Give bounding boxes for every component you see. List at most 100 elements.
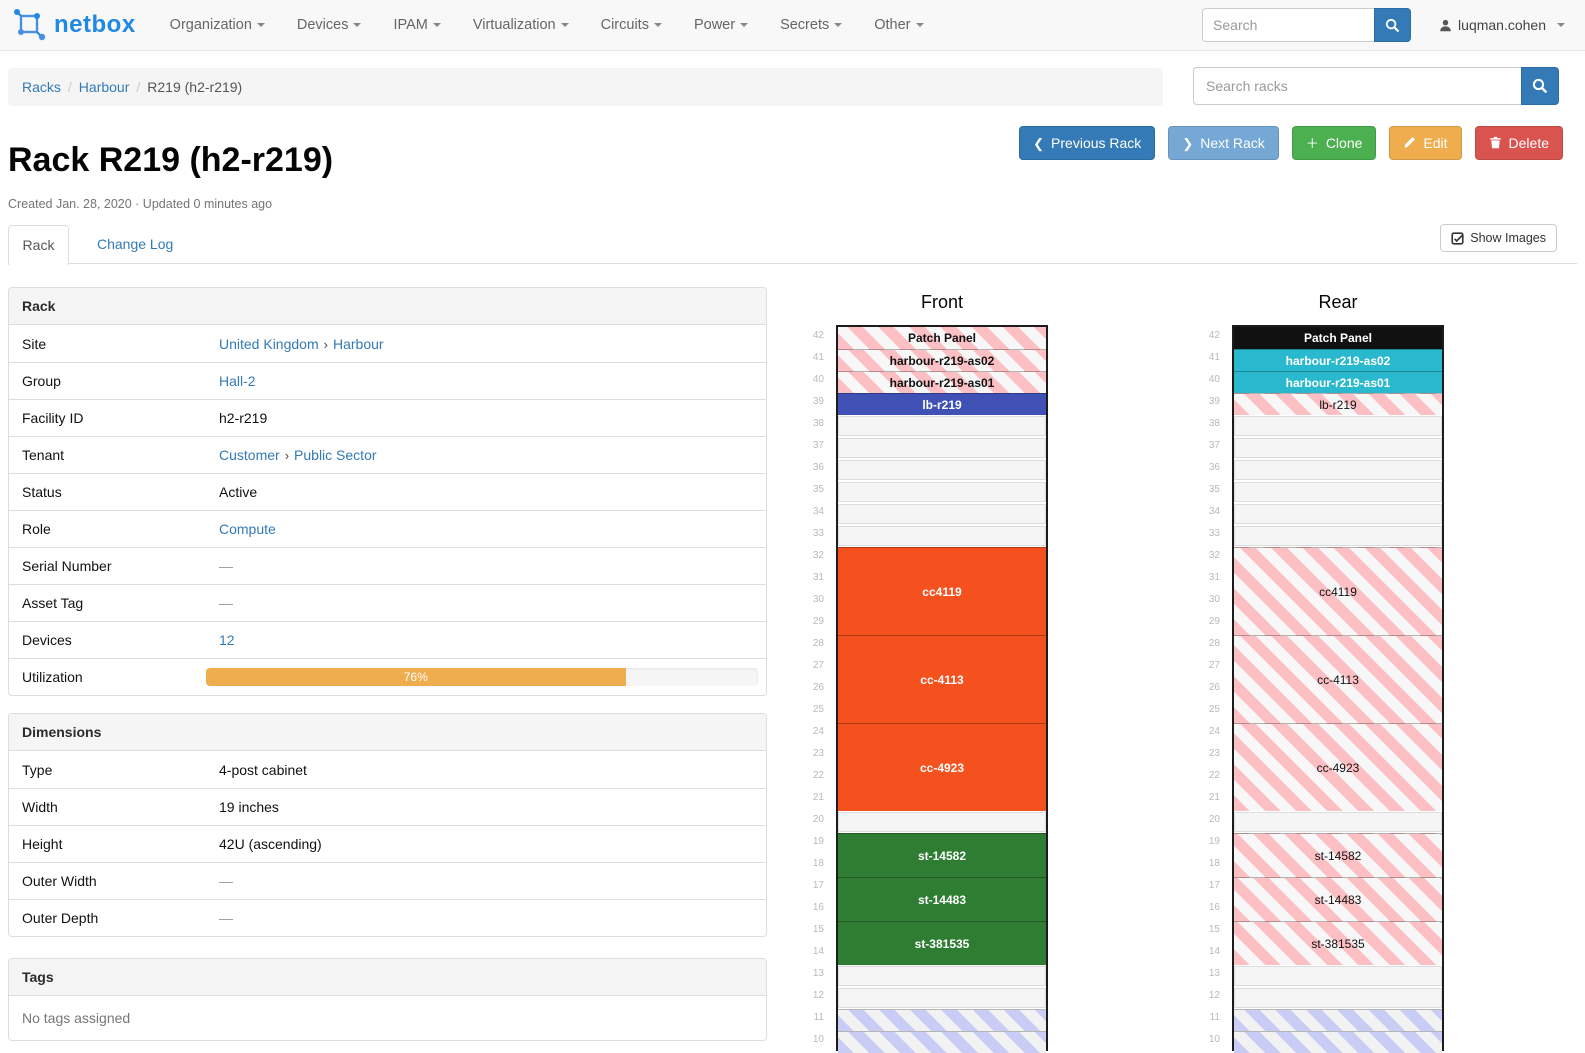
global-search-input[interactable] (1202, 8, 1375, 42)
link-harbour[interactable]: Harbour (332, 335, 384, 352)
unit-label: 17 (1208, 880, 1220, 891)
reserved-slot (1234, 1009, 1442, 1031)
detail-label: Role (22, 521, 51, 537)
link-separator: › (323, 336, 328, 352)
device-harbour-r219-as01[interactable]: harbour-r219-as01 (838, 371, 1046, 393)
reserved-slot (838, 1031, 1046, 1053)
netbox-brand[interactable]: netbox (13, 8, 136, 42)
clone-button[interactable]: ＋ Clone (1291, 126, 1377, 160)
unit-label: 33 (812, 528, 824, 539)
device-patch-panel[interactable]: Patch Panel (838, 327, 1046, 349)
detail-value: — (206, 550, 766, 582)
link-customer[interactable]: Customer (219, 447, 280, 463)
unit-label: 26 (812, 682, 824, 693)
detail-row-utilization: Utilization 76% (9, 658, 766, 695)
nav-item-devices[interactable]: Devices (281, 0, 378, 50)
main-nav-menu: Organization Devices IPAM Virtualization Cir… (154, 0, 940, 50)
unit-label: 42 (1208, 330, 1220, 341)
device-cc4119[interactable]: cc4119 (838, 547, 1046, 635)
empty-slot (1234, 988, 1442, 1008)
tab-change-log[interactable]: Change Log (97, 236, 174, 252)
link-hall-2[interactable]: Hall-2 (219, 373, 256, 389)
tab-rack[interactable]: Rack (8, 225, 69, 265)
show-images-button[interactable]: Show Images (1440, 224, 1557, 252)
breadcrumb-link-harbour[interactable]: Harbour (78, 79, 130, 95)
next-rack-label: Next Rack (1200, 135, 1265, 151)
detail-label: Outer Depth (22, 910, 99, 926)
device-st-14483[interactable]: st-14483 (838, 877, 1046, 921)
unit-label: 22 (812, 770, 824, 781)
nav-item-other[interactable]: Other (858, 0, 939, 50)
device-cc-4113[interactable]: cc-4113 (838, 635, 1046, 723)
device-harbour-r219-as02[interactable]: harbour-r219-as02 (838, 349, 1046, 371)
rack-search-button[interactable] (1521, 67, 1559, 105)
link-compute[interactable]: Compute (219, 521, 276, 537)
unit-label: 38 (812, 418, 824, 429)
chevron-down-icon (1557, 23, 1565, 27)
unit-label: 28 (812, 638, 824, 649)
unit-label: 16 (812, 902, 824, 913)
detail-row-group: Group Hall-2 (9, 362, 766, 399)
tags-panel-title: Tags (9, 959, 766, 996)
global-search-button[interactable] (1374, 8, 1412, 42)
edit-button[interactable]: Edit (1389, 126, 1462, 160)
previous-rack-button[interactable]: ❮ Previous Rack (1019, 126, 1156, 160)
delete-button[interactable]: Delete (1474, 126, 1563, 160)
device-st-14582[interactable]: st-14582 (1234, 833, 1442, 877)
device-st-381535[interactable]: st-381535 (838, 921, 1046, 965)
unit-label: 17 (812, 880, 824, 891)
device-harbour-r219-as01[interactable]: harbour-r219-as01 (1234, 371, 1442, 393)
device-harbour-r219-as02[interactable]: harbour-r219-as02 (1234, 349, 1442, 371)
user-menu[interactable]: luqman.cohen (1439, 17, 1565, 33)
next-rack-button[interactable]: ❯ Next Rack (1168, 126, 1279, 160)
breadcrumb-link-racks[interactable]: Racks (22, 79, 61, 95)
nav-item-virtualization[interactable]: Virtualization (457, 0, 585, 50)
unit-label: 37 (1208, 440, 1220, 451)
nav-item-organization[interactable]: Organization (154, 0, 281, 50)
device-lb-r219[interactable]: lb-r219 (838, 393, 1046, 415)
unit-label: 14 (812, 946, 824, 957)
device-patch-panel[interactable]: Patch Panel (1234, 327, 1442, 349)
device-lb-r219[interactable]: lb-r219 (1234, 393, 1442, 415)
device-st-14582[interactable]: st-14582 (838, 833, 1046, 877)
unit-label: 22 (1208, 770, 1220, 781)
empty-slot (838, 416, 1046, 436)
value-4-post-cabinet: 4-post cabinet (219, 761, 307, 778)
unit-label: 21 (812, 792, 824, 803)
empty-slot (838, 460, 1046, 480)
device-cc-4923[interactable]: cc-4923 (838, 723, 1046, 811)
nav-item-label: Other (874, 17, 911, 33)
unit-label: 13 (1208, 968, 1220, 979)
unit-label: 26 (1208, 682, 1220, 693)
value-: — (219, 595, 233, 611)
detail-value: United Kingdom › Harbour (206, 328, 766, 360)
unit-label: 33 (1208, 528, 1220, 539)
device-cc-4113[interactable]: cc-4113 (1234, 635, 1442, 723)
link-12[interactable]: 12 (219, 632, 235, 648)
link-united-kingdom[interactable]: United Kingdom (219, 335, 319, 352)
unit-label: 14 (1208, 946, 1220, 957)
unit-label: 16 (1208, 902, 1220, 913)
nav-item-power[interactable]: Power (678, 0, 764, 50)
link-public-sector[interactable]: Public Sector (294, 447, 377, 463)
nav-item-secrets[interactable]: Secrets (764, 0, 858, 50)
unit-label: 36 (812, 462, 824, 473)
trash-icon (1489, 136, 1502, 151)
device-st-381535[interactable]: st-381535 (1234, 921, 1442, 965)
value-19-inches: 19 inches (219, 799, 279, 815)
unit-label: 27 (1208, 660, 1220, 671)
unit-label: 24 (1208, 726, 1220, 737)
device-cc4119[interactable]: cc4119 (1234, 547, 1442, 635)
chevron-down-icon (740, 23, 749, 28)
device-st-14483[interactable]: st-14483 (1234, 877, 1442, 921)
nav-item-circuits[interactable]: Circuits (585, 0, 678, 50)
nav-item-label: Organization (169, 17, 252, 33)
value-active: Active (219, 484, 258, 500)
detail-value: — (206, 587, 766, 619)
nav-item-ipam[interactable]: IPAM (377, 0, 456, 50)
detail-value: Hall-2 (206, 365, 766, 397)
detail-row-asset-tag: Asset Tag — (9, 584, 766, 621)
unit-label: 35 (1208, 484, 1220, 495)
rack-search-input[interactable] (1193, 67, 1521, 105)
device-cc-4923[interactable]: cc-4923 (1234, 723, 1442, 811)
